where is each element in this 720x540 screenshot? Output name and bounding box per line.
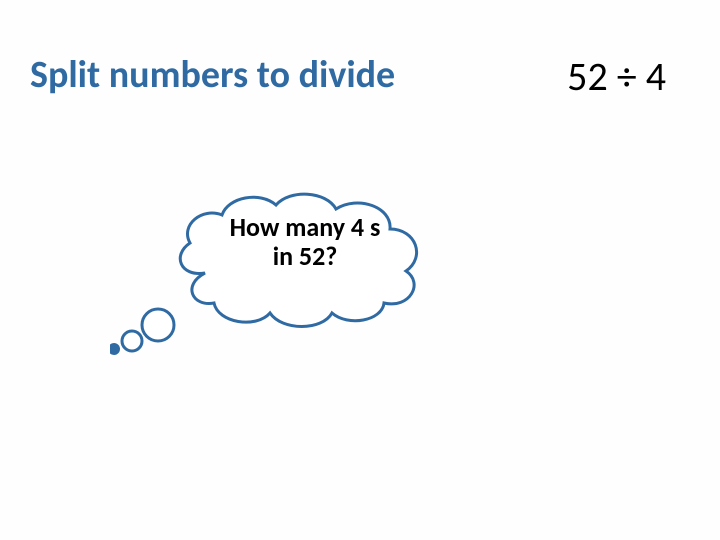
thought-dot-small bbox=[110, 343, 120, 355]
slide: Split numbers to divide 52 ÷ 4 How many … bbox=[0, 0, 720, 540]
thought-dot-large bbox=[142, 309, 174, 341]
page-title: Split numbers to divide bbox=[30, 52, 395, 98]
thought-dot-medium bbox=[122, 331, 142, 351]
division-expression: 52 ÷ 4 bbox=[567, 52, 666, 101]
thought-bubble: How many 4 s in 52? bbox=[110, 185, 440, 365]
thought-bubble-text: How many 4 s in 52? bbox=[200, 213, 410, 270]
